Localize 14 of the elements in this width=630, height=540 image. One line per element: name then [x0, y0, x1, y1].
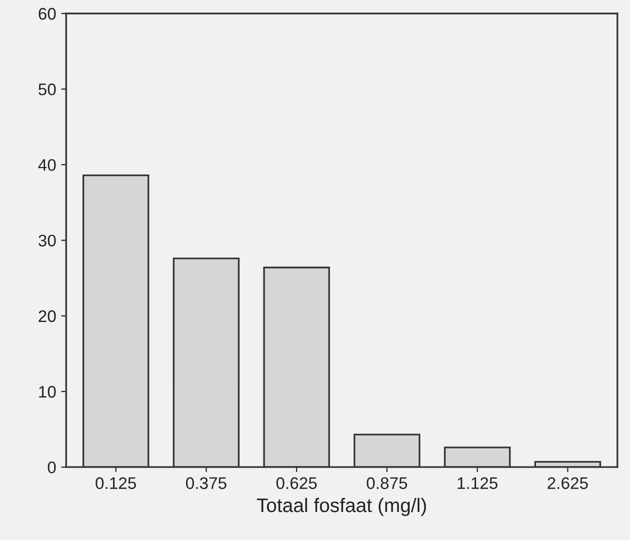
y-tick-label: 20: [38, 310, 56, 322]
y-tick-label: 40: [38, 159, 56, 171]
y-tick-label: 60: [38, 8, 56, 20]
x-tick-label: 2.625: [548, 477, 588, 490]
y-tick-label: 30: [38, 234, 56, 247]
x-tick-label: 0.625: [276, 477, 317, 490]
y-tick-label: 0: [48, 462, 56, 474]
x-axis-title: Totaal fosfaat (mg/l): [256, 498, 426, 516]
x-tick-label: 1.125: [458, 477, 498, 490]
x-tick-label: 0.875: [366, 477, 408, 490]
y-tick-label: 50: [38, 84, 56, 96]
y-tick-label: 10: [39, 386, 56, 398]
x-tick-label: 0.375: [186, 477, 226, 490]
x-tick-label: 0.125: [96, 477, 136, 490]
